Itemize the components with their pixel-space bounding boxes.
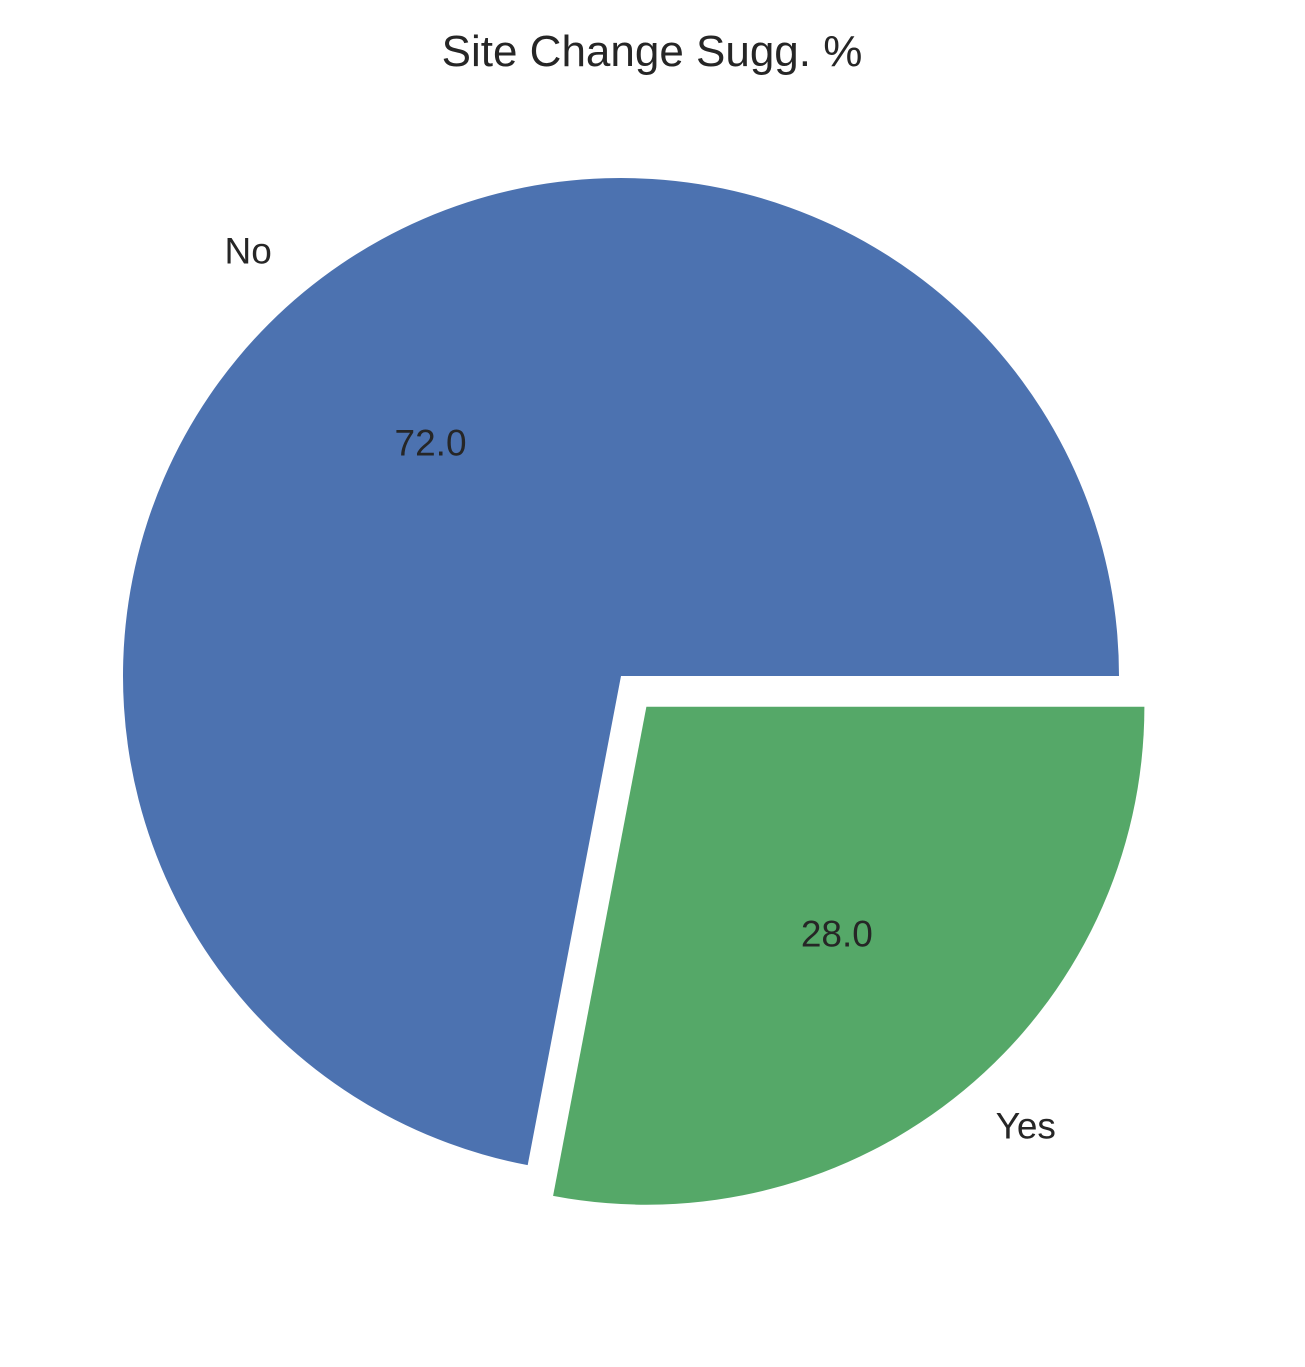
slice-label-yes: Yes — [996, 1106, 1056, 1147]
chart-title: Site Change Sugg. % — [442, 27, 863, 76]
pie-slice-yes — [553, 706, 1145, 1205]
slice-value-yes: 28.0 — [801, 914, 873, 955]
slice-value-no: 72.0 — [395, 423, 467, 464]
pie-labels: No 72.0 Yes 28.0 — [225, 231, 1056, 1147]
pie-slices — [122, 177, 1145, 1205]
slice-label-no: No — [225, 231, 272, 272]
pie-slice-no — [122, 177, 1119, 1166]
